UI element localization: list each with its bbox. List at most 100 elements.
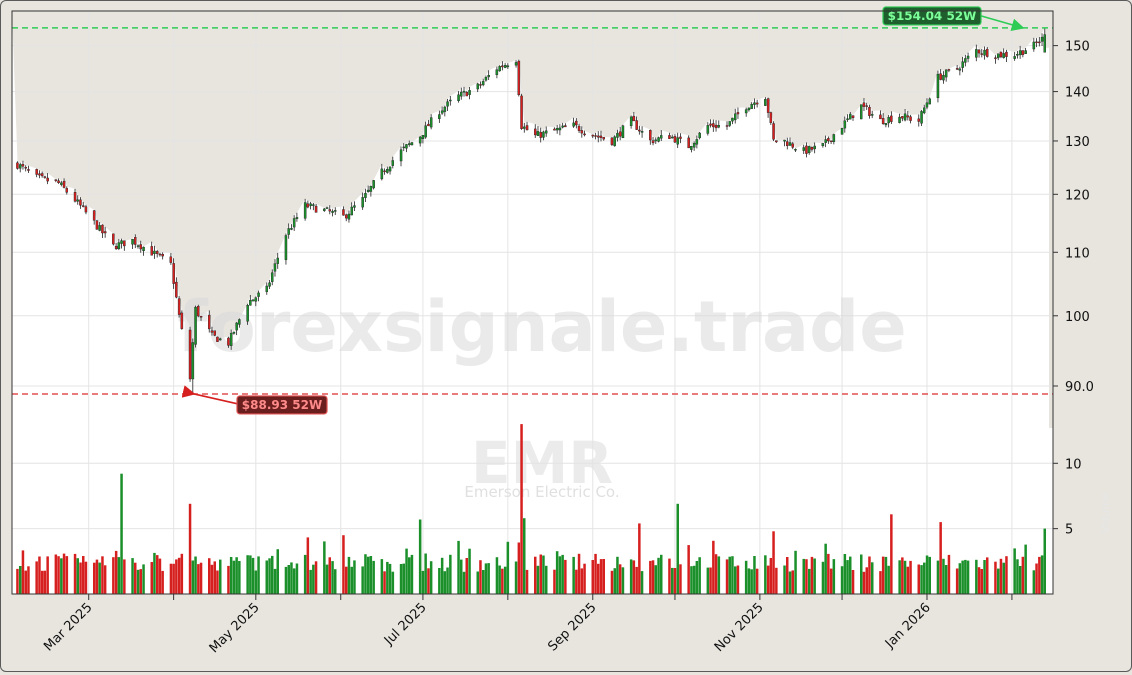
candle-body bbox=[235, 322, 238, 331]
candlestick bbox=[92, 210, 96, 225]
volume-bar bbox=[695, 561, 699, 594]
candlestick bbox=[553, 127, 556, 131]
volume-bar bbox=[736, 565, 740, 594]
volume-bar bbox=[213, 561, 216, 594]
candlestick bbox=[616, 129, 619, 142]
volume-bar bbox=[468, 548, 471, 594]
candlestick bbox=[60, 180, 63, 187]
candlestick bbox=[210, 326, 214, 336]
candle-body bbox=[986, 48, 989, 57]
candle-body bbox=[514, 62, 518, 66]
volume-bar bbox=[676, 503, 679, 594]
candle-body bbox=[366, 189, 370, 192]
volume-bar bbox=[405, 548, 408, 594]
volume-bar bbox=[599, 559, 603, 594]
candle-body bbox=[936, 73, 940, 98]
candlestick bbox=[649, 129, 652, 145]
candlestick bbox=[901, 116, 904, 122]
candle-body bbox=[997, 53, 1000, 59]
candlestick bbox=[517, 59, 521, 97]
candle-body bbox=[1005, 51, 1008, 57]
volume-bar bbox=[1018, 566, 1022, 594]
volume-bar bbox=[679, 564, 682, 594]
candle-body bbox=[210, 330, 214, 333]
candle-body bbox=[120, 240, 123, 244]
candle-body bbox=[947, 69, 951, 71]
candle-body bbox=[901, 116, 904, 119]
candle-body bbox=[942, 74, 945, 81]
volume-bar bbox=[651, 560, 655, 594]
candlestick bbox=[38, 170, 41, 179]
candlestick bbox=[884, 123, 888, 128]
volume-bar bbox=[638, 523, 641, 594]
volume-axis: 5 10 bbox=[1053, 457, 1082, 538]
axes-frame bbox=[11, 10, 1054, 595]
volume-bar bbox=[1002, 562, 1005, 594]
candlestick bbox=[731, 117, 734, 125]
candlestick bbox=[846, 114, 849, 122]
candle-body bbox=[314, 205, 318, 213]
volume-bar bbox=[169, 563, 173, 594]
candlestick bbox=[153, 245, 156, 259]
candle-body bbox=[199, 316, 203, 318]
volume-bar bbox=[46, 556, 49, 594]
volume-bar bbox=[386, 561, 389, 594]
volume-bar bbox=[654, 565, 657, 594]
volume-bar bbox=[887, 565, 890, 594]
volume-bar bbox=[210, 564, 214, 594]
candlestick bbox=[534, 124, 537, 138]
volume-bar bbox=[312, 564, 315, 594]
volume-bar bbox=[421, 570, 425, 594]
candle-body bbox=[246, 305, 249, 322]
candlestick bbox=[1024, 48, 1027, 54]
volume-bar bbox=[506, 541, 510, 594]
candlestick bbox=[98, 222, 101, 232]
candle-body bbox=[345, 214, 348, 219]
volume-bar bbox=[871, 562, 874, 594]
candle-body bbox=[172, 263, 175, 284]
volume-bar bbox=[21, 550, 25, 594]
candlestick bbox=[851, 115, 855, 121]
volume-bar bbox=[98, 562, 101, 594]
candlestick bbox=[155, 249, 159, 258]
volume-bar bbox=[802, 558, 805, 594]
candle-body bbox=[312, 204, 315, 206]
candlestick bbox=[599, 130, 603, 142]
candle-body bbox=[501, 65, 504, 68]
volume-axis-label: Volume bbox=[1099, 492, 1112, 533]
volume-bar bbox=[177, 557, 181, 594]
volume-bar bbox=[150, 562, 153, 594]
candlestick bbox=[399, 146, 403, 167]
volume-bar bbox=[827, 553, 830, 594]
price-tick-label: 110 bbox=[1065, 246, 1090, 261]
candle-body bbox=[764, 99, 767, 106]
date-tick-label: Nov 2025 bbox=[712, 600, 767, 655]
candle-body bbox=[334, 210, 337, 212]
volume-bar bbox=[717, 556, 721, 594]
volume-bar bbox=[369, 556, 373, 594]
candle-body bbox=[769, 112, 773, 123]
candle-body bbox=[449, 99, 452, 102]
volume-bar bbox=[345, 566, 348, 594]
volume-bar bbox=[791, 570, 794, 594]
candle-body bbox=[24, 166, 28, 169]
candlestick bbox=[479, 81, 482, 89]
candlestick bbox=[640, 126, 644, 138]
volume-bar bbox=[391, 571, 395, 594]
candlestick bbox=[361, 192, 364, 210]
candlestick bbox=[944, 69, 948, 82]
candlestick bbox=[783, 139, 786, 147]
candlestick bbox=[287, 223, 290, 239]
candlestick bbox=[881, 113, 885, 125]
volume-bar bbox=[640, 571, 644, 594]
candle-body bbox=[824, 139, 827, 143]
candlestick bbox=[807, 145, 811, 155]
candlestick bbox=[131, 238, 134, 250]
52w-low-annotation: $88.93 52W bbox=[181, 385, 328, 415]
candle-body bbox=[884, 123, 888, 126]
candle-body bbox=[408, 143, 411, 145]
candlestick bbox=[284, 233, 288, 265]
candlestick bbox=[679, 133, 682, 144]
volume-bar bbox=[539, 554, 542, 594]
candle-body bbox=[673, 136, 677, 143]
